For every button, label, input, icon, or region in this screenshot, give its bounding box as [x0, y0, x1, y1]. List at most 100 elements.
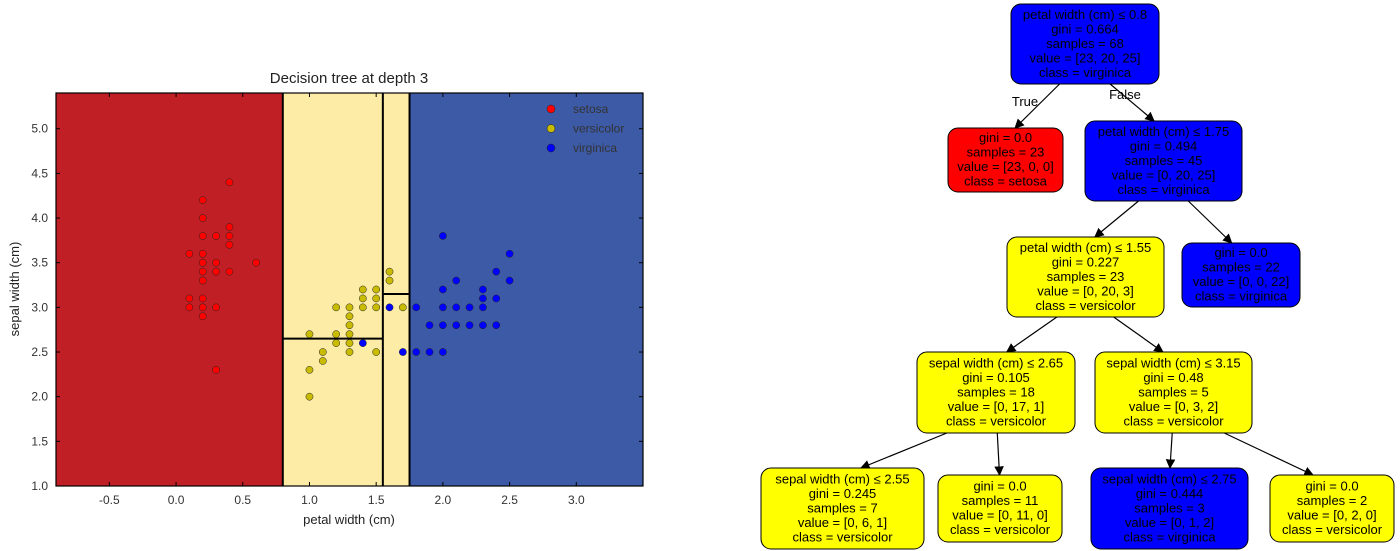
point-versicolor-1 [305, 366, 314, 374]
tree-node-line: value = [0, 1, 2] [1125, 515, 1214, 530]
y-tick-label: 4.5 [31, 166, 48, 180]
point-virginica-9 [439, 303, 447, 312]
point-setosa-2 [185, 294, 194, 303]
tree-edge-n3-n6 [1113, 316, 1164, 353]
tree-node-line: value = [0, 2, 0] [1287, 508, 1376, 523]
point-setosa-17 [212, 366, 220, 374]
tree-edge-n0-n2 [1109, 83, 1155, 122]
point-virginica-17 [479, 285, 487, 294]
tree-node-box [1094, 351, 1253, 434]
point-versicolor-21 [385, 267, 394, 276]
tree-node-line: petal width (cm) ≤ 1.55 [1020, 240, 1151, 255]
point-setosa-6 [198, 232, 207, 240]
point-versicolor-4 [318, 357, 327, 365]
point-versicolor-6 [332, 330, 341, 339]
y-tick-label: 3.5 [31, 256, 48, 270]
point-virginica-19 [479, 303, 487, 312]
point-setosa-9 [198, 276, 207, 285]
tree-node-line: sepal width (cm) ≤ 3.15 [1106, 355, 1240, 370]
region-versicolor-2 [382, 93, 410, 486]
tree-node-box [947, 127, 1064, 193]
point-virginica-7 [439, 232, 447, 240]
data-points [185, 178, 514, 401]
tree-node-line: class = versicolor [950, 522, 1051, 537]
point-versicolor-17 [372, 285, 381, 294]
y-tick-label: 1.5 [31, 434, 48, 448]
point-virginica-5 [425, 321, 434, 330]
edge-label-true: True [1012, 94, 1038, 109]
point-versicolor-16 [358, 303, 367, 312]
x-tick-label: 2.0 [435, 493, 452, 507]
point-setosa-1 [198, 249, 207, 258]
tree-node-line: samples = 5 [1138, 384, 1208, 399]
tree-edge-n5-n8 [994, 432, 1004, 476]
legend-marker-versicolor [546, 124, 556, 133]
point-versicolor-7 [332, 339, 341, 347]
point-virginica-22 [492, 294, 501, 303]
tree-node-line: value = [0, 6, 1] [798, 515, 887, 530]
x-tick-label: 2.5 [501, 493, 518, 507]
point-setosa-16 [212, 303, 220, 312]
point-virginica-25 [505, 276, 514, 285]
x-tick-label: 1.5 [368, 493, 385, 507]
point-versicolor-14 [358, 285, 367, 294]
point-setosa-12 [198, 312, 207, 321]
x-axis-label: petal width (cm) [303, 512, 395, 527]
decision-boundaries [281, 93, 411, 486]
y-tick-label: 5.0 [31, 122, 48, 136]
x-tick-label: 0.0 [168, 493, 185, 507]
point-versicolor-2 [305, 392, 314, 401]
y-tick-label: 3.0 [31, 300, 48, 314]
point-setosa-15 [212, 267, 220, 276]
point-versicolor-18 [372, 294, 381, 303]
region-versicolor-1 [282, 93, 383, 486]
region-setosa-0 [56, 93, 283, 486]
tree-edge-n2-n4 [1187, 200, 1233, 244]
tree-node-line: petal width (cm) ≤ 0.8 [1023, 7, 1147, 22]
point-virginica-24 [505, 249, 514, 258]
point-virginica-0 [358, 339, 367, 347]
tree-node-line: sepal width (cm) ≤ 2.65 [929, 355, 1063, 370]
point-versicolor-3 [318, 348, 327, 356]
point-setosa-13 [212, 232, 220, 240]
tree-node-line: class = virginica [1123, 529, 1216, 544]
point-versicolor-19 [372, 303, 381, 312]
point-virginica-4 [412, 348, 421, 356]
point-setosa-4 [198, 196, 207, 205]
point-setosa-23 [252, 258, 260, 267]
tree-node-line: value = [23, 20, 25] [1030, 50, 1141, 65]
x-tick-label: -0.5 [99, 493, 120, 507]
tree-node-line: sepal width (cm) ≤ 2.55 [775, 471, 909, 486]
point-setosa-7 [198, 258, 207, 267]
point-virginica-6 [425, 348, 434, 356]
tree-node-line: gini = 0.105 [962, 370, 1030, 385]
tree-node-line: class = versicolor [1282, 522, 1383, 537]
point-versicolor-13 [345, 348, 354, 356]
point-virginica-21 [492, 267, 501, 276]
tree-node-line: value = [0, 20, 3] [1037, 283, 1133, 298]
tree-node-line: samples = 11 [962, 493, 1039, 508]
point-virginica-20 [479, 321, 487, 330]
tree-node-line: samples = 3 [1134, 500, 1204, 515]
point-versicolor-15 [358, 294, 367, 303]
tree-node-line: class = setosa [964, 174, 1048, 189]
y-tick-label: 4.0 [31, 211, 48, 225]
tree-node-line: value = [0, 20, 25] [1112, 167, 1216, 182]
point-setosa-21 [225, 240, 234, 249]
tree-node-line: class = virginica [1039, 65, 1132, 80]
legend-label-versicolor: versicolor [573, 122, 624, 136]
decision-tree-diagram: True False petal width (cm) ≤ 0.8 gini = 0… [760, 3, 1395, 550]
point-virginica-18 [479, 294, 487, 303]
tree-edges: True False [860, 83, 1314, 476]
x-axis-ticks: -0.5 0.0 0.5 1.0 1.5 2.0 2.5 3.0 [99, 93, 585, 507]
legend-marker-virginica [546, 143, 556, 153]
y-tick-label: 2.5 [31, 345, 48, 359]
tree-node-line: gini = 0.494 [1130, 138, 1198, 153]
tree-node-line: gini = 0.444 [1136, 486, 1204, 501]
